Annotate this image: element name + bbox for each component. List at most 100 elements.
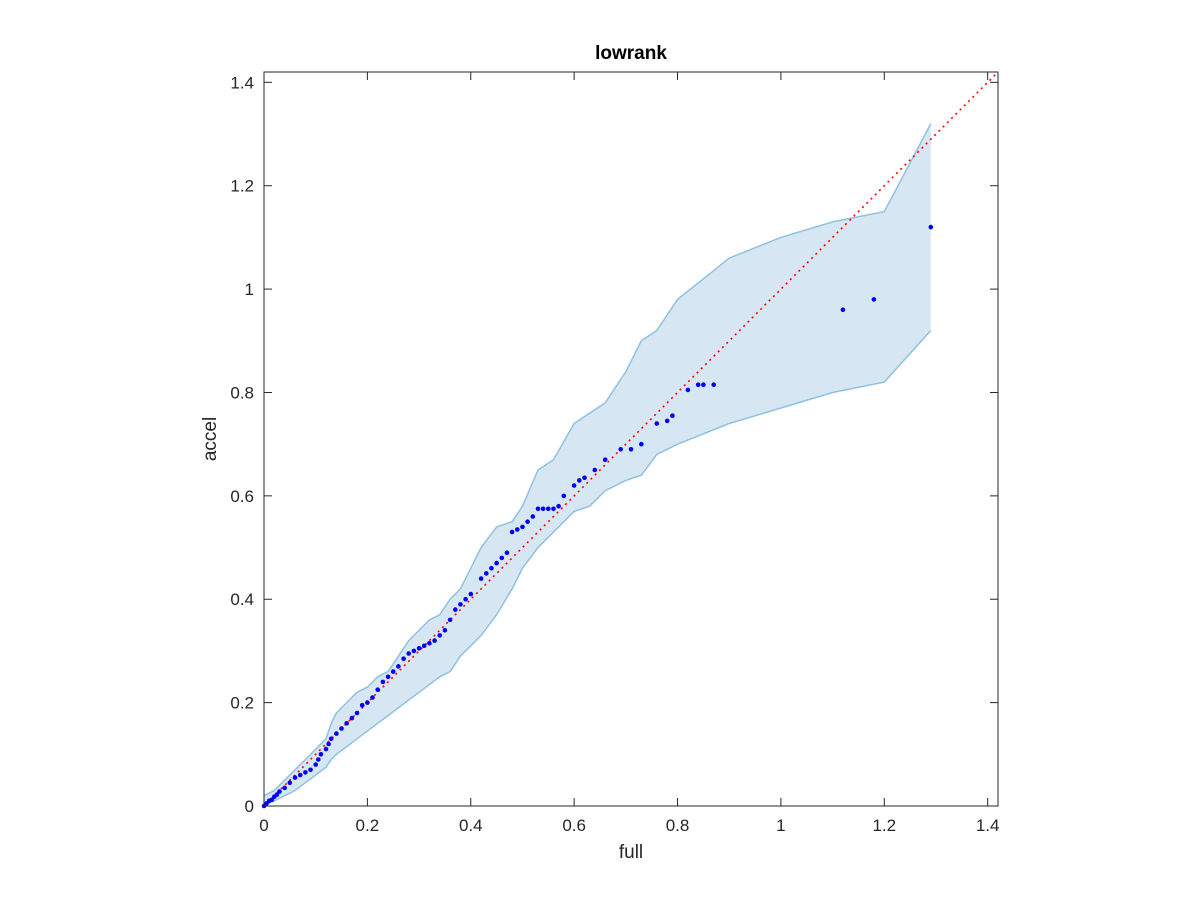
x-tick-label: 0.6 [562, 816, 586, 835]
data-point [571, 483, 577, 488]
data-point [344, 721, 350, 726]
identity-line [263, 71, 999, 807]
data-point [303, 770, 308, 775]
data-point [416, 646, 422, 651]
data-point [458, 602, 463, 607]
band-fill [264, 123, 931, 806]
data-point [406, 651, 412, 656]
data-point [525, 519, 530, 524]
x-tick-label: 0 [259, 816, 268, 835]
data-point [530, 514, 536, 519]
data-point [432, 638, 437, 643]
data-point [390, 669, 396, 674]
data-point [292, 775, 298, 780]
data-point [463, 596, 468, 602]
data-point [411, 648, 417, 654]
data-point [701, 382, 706, 388]
data-point [334, 731, 339, 736]
data-point [871, 297, 877, 302]
data-point [556, 503, 561, 509]
data-point [618, 447, 623, 452]
data-point [928, 224, 934, 230]
data-point [359, 702, 365, 708]
x-tick-label: 1 [776, 816, 785, 835]
data-point [546, 506, 551, 512]
confidence-band [263, 123, 932, 807]
data-point [316, 757, 321, 762]
data-point [468, 591, 474, 597]
x-tick-label: 0.2 [356, 816, 380, 835]
data-point [323, 746, 329, 752]
data-point [602, 457, 608, 463]
data-point [326, 741, 331, 747]
data-point [504, 550, 510, 555]
band-lower-edge [263, 329, 932, 807]
data-point [670, 413, 675, 419]
data-point [365, 700, 370, 705]
data-point [421, 643, 427, 649]
data-point [375, 687, 381, 692]
data-point [401, 656, 406, 661]
y-tick-label: 0.6 [230, 487, 254, 506]
axes-box [263, 71, 999, 807]
data-point [380, 679, 386, 685]
x-axis-label: full [619, 842, 643, 863]
y-tick-label: 0.8 [230, 383, 254, 402]
data-point [509, 529, 515, 535]
data-point [484, 571, 489, 576]
data-point [313, 762, 319, 767]
data-point [277, 789, 282, 794]
data-point [437, 633, 443, 638]
y-tick-label: 1 [245, 280, 254, 299]
data-point [339, 726, 344, 731]
data-point [577, 478, 582, 483]
x-tick-label: 1.2 [872, 816, 896, 835]
data-point [489, 565, 494, 571]
data-point [592, 467, 598, 473]
data-point [664, 418, 670, 424]
data-point [308, 767, 313, 773]
data-point [274, 792, 280, 797]
y-tick-label: 0.4 [230, 590, 254, 609]
data-point [515, 527, 520, 532]
data-point [287, 780, 293, 785]
data-point [695, 382, 701, 388]
data-point [442, 628, 448, 633]
y-tick-label: 1.2 [230, 177, 254, 196]
data-point [282, 785, 288, 791]
y-axis-label: accel [200, 417, 221, 461]
axis-ticks: 0 0.2 0.4 0.6 0.8 1 1.2 1.4 0 0.2 0.4 0.6 0.8 1 1.2 1.4 [230, 72, 999, 835]
data-point [396, 664, 401, 669]
x-tick-label: 1.4 [976, 816, 1000, 835]
data-point [269, 797, 275, 803]
data-point [540, 506, 546, 512]
data-point [297, 772, 303, 778]
data-point [494, 560, 499, 566]
data-point [499, 555, 505, 561]
data-point [349, 715, 355, 721]
data-point [561, 493, 567, 499]
chart-title: lowrank [595, 43, 667, 64]
band-upper-edge [263, 123, 932, 797]
data-point [520, 524, 525, 530]
x-tick-label: 0.8 [666, 816, 690, 835]
data-point [453, 607, 458, 612]
x-tick-label: 0.4 [459, 816, 483, 835]
data-point [840, 307, 846, 313]
data-point [318, 752, 324, 757]
data-points [261, 224, 934, 809]
data-point [551, 506, 556, 512]
data-point [370, 695, 375, 700]
data-point [654, 421, 660, 426]
data-point [639, 441, 644, 447]
data-point [582, 475, 587, 481]
y-tick-label: 1.4 [230, 73, 254, 92]
data-point [427, 640, 432, 646]
data-point [535, 506, 541, 512]
data-point [711, 382, 716, 388]
reference-line [263, 71, 999, 807]
data-point [685, 387, 691, 393]
data-point [385, 674, 391, 680]
y-tick-label: 0 [245, 797, 254, 816]
